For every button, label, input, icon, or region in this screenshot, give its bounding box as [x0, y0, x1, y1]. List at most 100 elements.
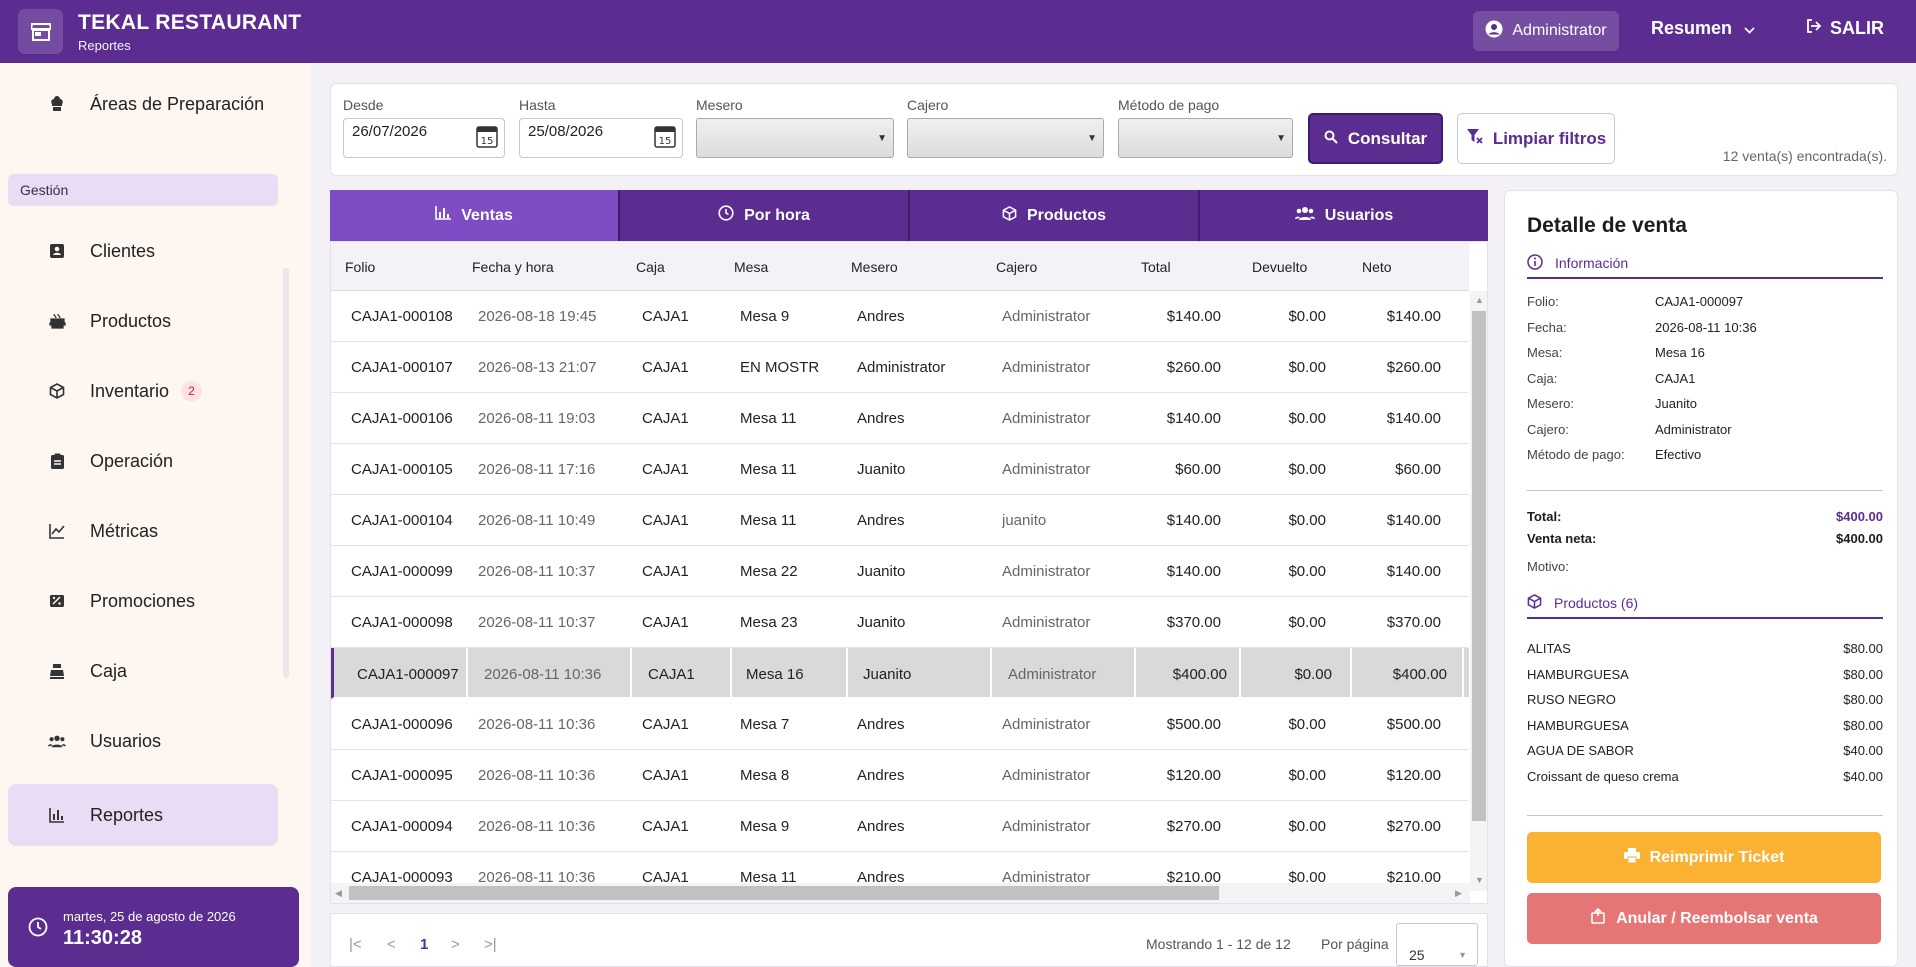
users-icon: [1294, 206, 1315, 225]
cell-divider: [846, 648, 848, 699]
tab-productos[interactable]: Productos: [910, 190, 1200, 241]
table-horizontal-scrollbar[interactable]: ◀ ▶: [331, 883, 1470, 903]
calendar-icon[interactable]: 15: [476, 124, 498, 150]
reprint-ticket-button[interactable]: Reimprimir Ticket: [1527, 832, 1881, 883]
sidebar-scrollbar[interactable]: [283, 268, 289, 678]
col-folio[interactable]: Folio: [345, 259, 376, 275]
table-cell-cajero: Administrator: [1002, 869, 1091, 886]
col-mesa[interactable]: Mesa: [734, 259, 769, 275]
table-row[interactable]: CAJA1-000105 2026-08-11 17:16 CAJA1 Mesa 11…: [331, 444, 1469, 495]
tab-por-hora[interactable]: Por hora: [620, 190, 910, 241]
table-row[interactable]: CAJA1-000098 2026-08-11 10:37 CAJA1 Mesa 23…: [331, 597, 1469, 648]
table-cell-folio: CAJA1-000094: [351, 818, 453, 835]
tab-ventas[interactable]: Ventas: [330, 190, 620, 241]
cell-divider: [1239, 648, 1241, 699]
page-1-button[interactable]: 1: [420, 936, 429, 953]
svg-text:15: 15: [481, 136, 494, 147]
table-cell-neto: $270.00: [1386, 818, 1441, 835]
table-cell-mesero: Andres: [857, 716, 905, 733]
detail-field-label: Folio:: [1527, 294, 1559, 309]
table-row[interactable]: CAJA1-000096 2026-08-11 10:36 CAJA1 Mesa 7 A…: [331, 699, 1469, 750]
sidebar-item-usuarios[interactable]: Usuarios: [8, 710, 278, 772]
last-page-button[interactable]: >|: [484, 936, 497, 953]
user-chip[interactable]: Administrator: [1473, 11, 1619, 51]
table-row-selected[interactable]: CAJA1-000097 2026-08-11 10:36 CAJA1 Mesa 16…: [331, 648, 1469, 699]
table-cell-caja: CAJA1: [642, 512, 689, 529]
table-cell-caja: CAJA1: [642, 716, 689, 733]
table-cell-folio: CAJA1-000107: [351, 359, 453, 376]
report-tabs: Ventas Por hora Productos Usuarios: [330, 190, 1488, 241]
hasta-value: 25/08/2026: [528, 123, 604, 140]
sidebar-item-metricas[interactable]: Métricas: [8, 500, 278, 562]
table-cell-mesa: Mesa 11: [740, 869, 797, 886]
table-row[interactable]: CAJA1-000093 2026-08-11 10:36 CAJA1 Mesa 11…: [331, 852, 1469, 903]
tab-label: Usuarios: [1324, 206, 1394, 224]
sidebar-item-label: Áreas de Preparación: [90, 93, 265, 114]
table-row[interactable]: CAJA1-000108 2026-08-18 19:45 CAJA1 Mesa 9 A…: [331, 291, 1469, 342]
table-row[interactable]: CAJA1-000104 2026-08-11 10:49 CAJA1 Mesa 11…: [331, 495, 1469, 546]
sidebar-item-caja[interactable]: Caja: [8, 640, 278, 702]
table-cell-neto: $260.00: [1386, 359, 1441, 376]
logout-button[interactable]: SALIR: [1806, 18, 1884, 39]
scroll-thumb[interactable]: [349, 886, 1219, 900]
cajero-select[interactable]: ▼: [907, 118, 1104, 158]
table-cell-caja: CAJA1: [642, 308, 689, 325]
sidebar-item-areas[interactable]: Áreas de Preparación: [8, 73, 278, 135]
col-total[interactable]: Total: [1141, 259, 1171, 275]
table-row[interactable]: CAJA1-000099 2026-08-11 10:37 CAJA1 Mesa 22…: [331, 546, 1469, 597]
product-name: HAMBURGUESA: [1527, 666, 1629, 682]
sidebar-item-label: Operación: [90, 450, 174, 471]
limpiar-filtros-button[interactable]: Limpiar filtros: [1457, 113, 1615, 164]
per-page-select[interactable]: 25 ▼: [1396, 923, 1478, 966]
calendar-icon[interactable]: 15: [654, 124, 676, 150]
table-row[interactable]: CAJA1-000107 2026-08-13 21:07 CAJA1 EN MOST…: [331, 342, 1469, 393]
clock-widget: martes, 25 de agosto de 2026 11:30:28: [8, 887, 299, 967]
table-row[interactable]: CAJA1-000106 2026-08-11 19:03 CAJA1 Mesa 11…: [331, 393, 1469, 444]
table-cell-mesero: Andres: [857, 818, 905, 835]
first-page-button[interactable]: |<: [349, 936, 362, 953]
col-mesero[interactable]: Mesero: [851, 259, 898, 275]
hasta-date-input[interactable]: 25/08/2026 15: [519, 118, 683, 158]
sidebar-item-label: Promociones: [90, 590, 196, 611]
table-cell-mesa: EN MOSTR: [740, 359, 820, 376]
table-cell-neto: $370.00: [1386, 614, 1441, 631]
next-page-button[interactable]: >: [451, 936, 460, 953]
table-row[interactable]: CAJA1-000094 2026-08-11 10:36 CAJA1 Mesa 9 A…: [331, 801, 1469, 852]
tab-usuarios[interactable]: Usuarios: [1200, 190, 1488, 241]
mesero-select[interactable]: ▼: [696, 118, 894, 158]
col-devuelto[interactable]: Devuelto: [1252, 259, 1308, 275]
cell-divider: [990, 648, 992, 699]
sidebar-item-promociones[interactable]: Promociones: [8, 570, 278, 632]
divider: [1527, 490, 1883, 491]
col-fecha[interactable]: Fecha y hora: [472, 259, 554, 275]
scroll-thumb[interactable]: [1472, 311, 1486, 821]
sidebar-item-clientes[interactable]: Clientes: [8, 220, 278, 282]
table-cell-mesero: Andres: [857, 308, 905, 325]
consultar-button[interactable]: Consultar: [1308, 113, 1443, 164]
desde-date-input[interactable]: 26/07/2026 15: [343, 118, 505, 158]
sidebar-item-productos[interactable]: Productos: [8, 290, 278, 352]
product-line: Croissant de queso crema $40.00: [1527, 769, 1883, 784]
sidebar-item-inventario[interactable]: Inventario 2: [8, 360, 278, 422]
detail-field-value: CAJA1: [1655, 370, 1696, 386]
table-cell-total: $140.00: [1166, 308, 1221, 325]
table-vertical-scrollbar[interactable]: ▲ ▼: [1470, 291, 1487, 891]
table-cell-total: $370.00: [1166, 614, 1221, 631]
sidebar-item-operacion[interactable]: Operación: [8, 430, 278, 492]
table-cell-total: $400.00: [1172, 666, 1227, 683]
sidebar-item-reportes[interactable]: Reportes: [8, 784, 278, 846]
resumen-dropdown[interactable]: Resumen: [1651, 18, 1755, 39]
product-line: RUSO NEGRO $80.00: [1527, 692, 1883, 707]
store-icon[interactable]: [18, 9, 63, 54]
col-caja[interactable]: Caja: [636, 259, 665, 275]
table-cell-caja: CAJA1: [642, 818, 689, 835]
food-icon: [48, 312, 66, 330]
cajero-label: Cajero: [907, 97, 949, 113]
metodo-pago-select[interactable]: ▼: [1118, 118, 1293, 158]
anular-reembolsar-button[interactable]: Anular / Reembolsar venta: [1527, 893, 1881, 944]
prev-page-button[interactable]: <: [387, 936, 396, 953]
col-neto[interactable]: Neto: [1362, 259, 1392, 275]
table-cell-devuelto: $0.00: [1288, 614, 1326, 631]
table-row[interactable]: CAJA1-000095 2026-08-11 10:36 CAJA1 Mesa 8 A…: [331, 750, 1469, 801]
col-cajero[interactable]: Cajero: [996, 259, 1038, 275]
